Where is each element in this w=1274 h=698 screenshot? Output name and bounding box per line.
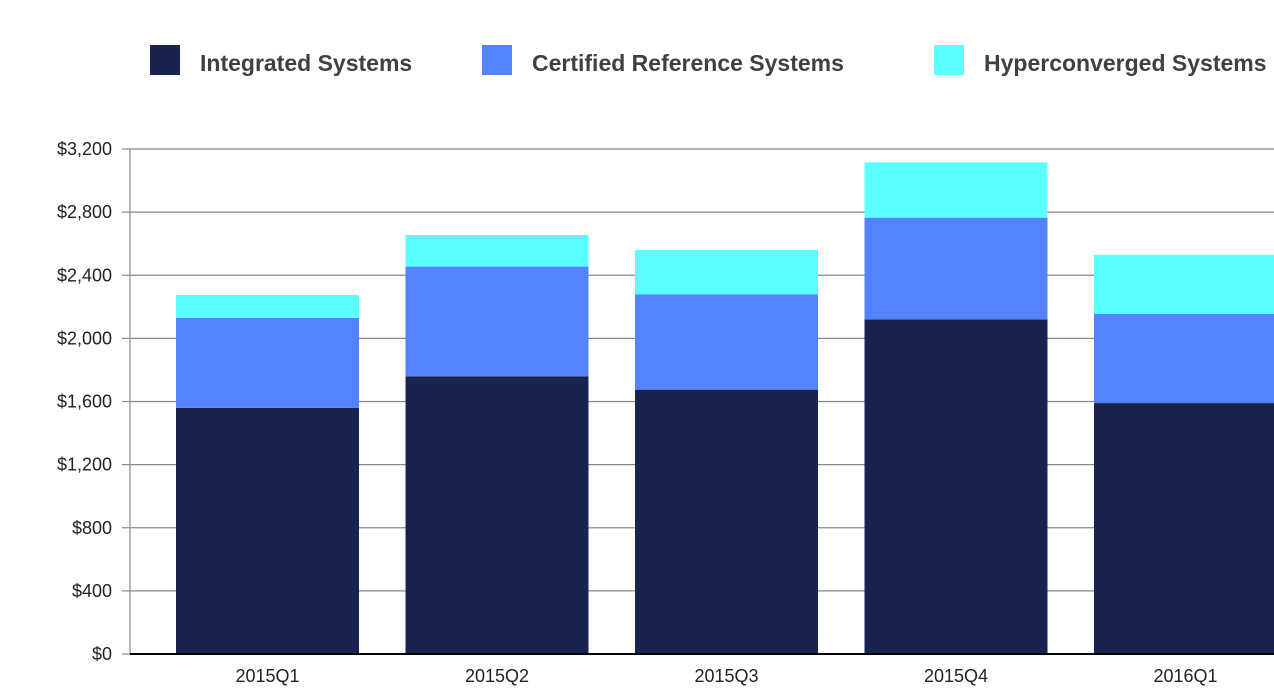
- bar-hyperconverged-systems-2015q4: [864, 162, 1048, 218]
- y-tick-label: $2,800: [57, 202, 112, 222]
- bar-hyperconverged-systems-2016q1: [1094, 254, 1274, 314]
- x-tick-label: 2016Q1: [1153, 666, 1217, 686]
- bar-integrated-systems-2015q3: [635, 389, 818, 654]
- legend-swatch-certified-reference-systems: [482, 45, 512, 75]
- legend-label-hyperconverged-systems: Hyperconverged Systems: [984, 50, 1267, 76]
- bar-certified-reference-systems-2016q1: [1094, 313, 1274, 404]
- x-axis-tick-labels: 2015Q1 2015Q2 2015Q3 2015Q4 2016Q1: [235, 666, 1217, 686]
- bar-integrated-systems-2015q1: [176, 407, 359, 654]
- bar-certified-reference-systems-2015q4: [864, 217, 1048, 320]
- y-tick-label: $400: [72, 581, 112, 601]
- bar-hyperconverged-systems-2015q2: [405, 235, 589, 267]
- y-tick-label: $1,600: [57, 392, 112, 412]
- bar-integrated-systems-2015q4: [864, 319, 1048, 654]
- bar-hyperconverged-systems-2015q3: [635, 250, 818, 295]
- legend-label-certified-reference-systems: Certified Reference Systems: [532, 50, 844, 76]
- y-tick-label: $2,400: [57, 265, 112, 285]
- y-tick-label: $2,000: [57, 328, 112, 348]
- legend-swatch-integrated-systems: [150, 45, 180, 75]
- bars: [176, 162, 1274, 654]
- y-tick-label: $3,200: [57, 139, 112, 159]
- bar-integrated-systems-2015q2: [405, 376, 589, 654]
- bar-hyperconverged-systems-2015q1: [176, 294, 359, 318]
- x-tick-label: 2015Q2: [465, 666, 529, 686]
- x-tick-label: 2015Q1: [235, 666, 299, 686]
- x-tick-label: 2015Q4: [924, 666, 988, 686]
- bar-certified-reference-systems-2015q2: [405, 266, 589, 377]
- legend: Integrated Systems Certified Reference Sy…: [150, 45, 1267, 76]
- legend-label-integrated-systems: Integrated Systems: [200, 50, 412, 76]
- y-tick-label: $1,200: [57, 455, 112, 475]
- x-tick-label: 2015Q3: [694, 666, 758, 686]
- y-tick-label: $0: [92, 644, 112, 664]
- y-tick-label: $800: [72, 518, 112, 538]
- bar-certified-reference-systems-2015q1: [176, 317, 359, 408]
- bar-integrated-systems-2016q1: [1094, 403, 1274, 654]
- axes: [129, 149, 1274, 655]
- bar-certified-reference-systems-2015q3: [635, 294, 818, 390]
- legend-swatch-hyperconverged-systems: [934, 45, 964, 75]
- y-axis-tick-labels: $0 $400 $800 $1,200 $1,600 $2,000 $2,400 $2,800…: [57, 139, 112, 664]
